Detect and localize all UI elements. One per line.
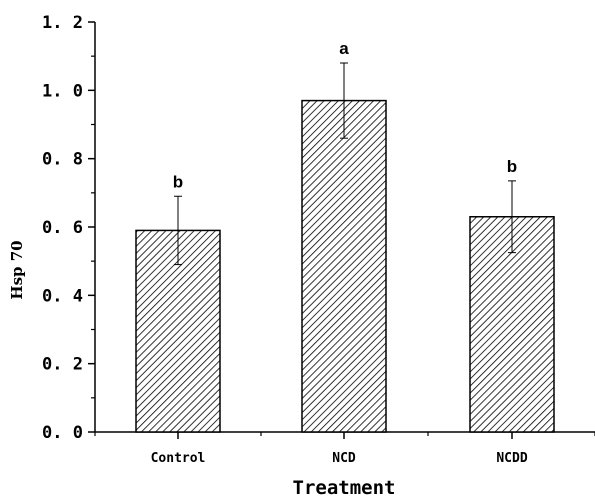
y-tick-label: 0. 8 xyxy=(42,150,83,170)
x-tick-label: Control xyxy=(151,451,206,466)
y-tick-label: 0. 6 xyxy=(42,218,83,238)
plot-area: 0. 0 0. 2 0. 4 0. 6 0. 8 1. 0 1. 2 b Control a NCD… xyxy=(42,13,595,466)
y-tick-label: 0. 4 xyxy=(42,286,83,306)
x-tick-label: NCDD xyxy=(496,451,527,466)
y-tick-label: 0. 0 xyxy=(42,423,83,443)
y-tick-label: 1. 2 xyxy=(42,13,83,33)
bar xyxy=(301,99,387,433)
y-axis-title: Hsp 70 xyxy=(8,240,26,299)
significance-label: b xyxy=(173,172,183,191)
x-tick-label: NCD xyxy=(332,451,356,466)
significance-label: b xyxy=(507,157,517,176)
y-tick-label: 0. 2 xyxy=(42,355,83,375)
x-axis-title: Treatment xyxy=(293,477,396,499)
y-tick-label: 1. 0 xyxy=(42,81,83,101)
significance-label: a xyxy=(339,39,349,58)
